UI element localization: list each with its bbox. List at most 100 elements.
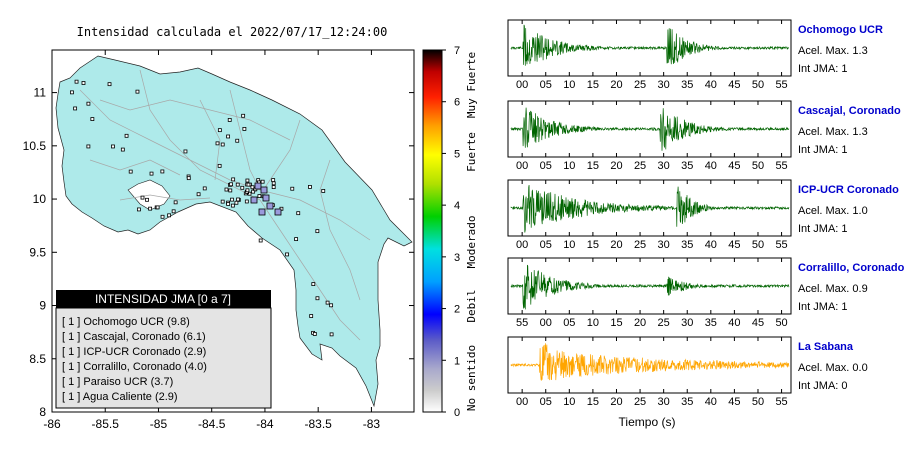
colorbar-label-moderado: Moderado xyxy=(465,216,478,269)
legend-item: [ 1 ] Corralillo, Coronado (4.0) xyxy=(62,361,207,373)
trace-x-tick-label: 25 xyxy=(634,79,646,91)
station-marker xyxy=(186,176,191,181)
trace-x-tick-label: 40 xyxy=(705,160,717,172)
station-intensity: Int JMA: 1 xyxy=(798,144,848,156)
station-marker xyxy=(111,144,115,149)
station-marker xyxy=(312,332,317,336)
trace-x-tick-label: 55 xyxy=(775,396,787,408)
station-marker xyxy=(228,188,233,193)
waveform-line xyxy=(510,343,790,381)
station-marker xyxy=(173,200,178,205)
map-y-tick-label: 11 xyxy=(34,86,47,100)
felt-station-marker xyxy=(258,208,266,216)
trace-x-tick-label: 30 xyxy=(658,239,670,251)
station-marker xyxy=(257,194,262,199)
station-marker xyxy=(120,147,125,152)
trace-x-tick-label: 10 xyxy=(587,317,599,329)
trace-panel: 00 05 10 15 20 25 30 35 40 45 50 55 Ochomogo UCR Acel… xyxy=(507,19,883,91)
station-marker xyxy=(90,117,95,121)
trace-x-tick-label: 00 xyxy=(516,79,528,91)
legend-item: [ 1 ] Cascajal, Coronado (6.1) xyxy=(62,331,206,343)
station-marker xyxy=(135,89,140,94)
station-marker xyxy=(242,126,247,131)
trace-x-tick-label: 00 xyxy=(516,160,528,172)
station-marker xyxy=(226,202,231,206)
station-name: Cascajal, Coronado xyxy=(798,105,901,117)
station-marker xyxy=(245,178,250,183)
station-marker xyxy=(258,238,263,243)
station-marker xyxy=(260,179,265,184)
trace-x-tick-label: 30 xyxy=(658,79,670,91)
station-marker xyxy=(217,163,222,168)
station-marker xyxy=(240,185,245,190)
station-marker xyxy=(245,188,250,193)
trace-x-tick-label: 20 xyxy=(610,160,622,172)
station-marker xyxy=(309,314,314,318)
trace-x-tick-label: 45 xyxy=(728,239,740,251)
station-marker xyxy=(220,199,225,204)
colorbar-tick-label: 5 xyxy=(454,148,460,160)
trace-x-tick-label: 40 xyxy=(705,396,717,408)
station-marker xyxy=(224,187,229,192)
waveform-line xyxy=(510,264,790,310)
trace-x-tick-label: 20 xyxy=(610,79,622,91)
trace-x-tick-label: 50 xyxy=(752,79,764,91)
station-marker xyxy=(329,332,334,337)
station-marker xyxy=(124,133,129,138)
felt-station-marker xyxy=(250,196,258,204)
station-marker xyxy=(217,128,222,133)
trace-x-tick-label: 50 xyxy=(752,160,764,172)
colorbar-tick-label: 6 xyxy=(454,97,460,109)
seismogram-panels: 00 05 10 15 20 25 30 35 40 45 50 55 Ochomogo UCR Acel… xyxy=(507,19,905,408)
costa-rica-landmass xyxy=(55,55,413,408)
colorbar-label-debil: Debil xyxy=(465,289,478,322)
trace-x-tick-label: 20 xyxy=(610,396,622,408)
trace-x-tick-label: 05 xyxy=(540,79,552,91)
trace-x-tick-label: 20 xyxy=(634,317,646,329)
station-markers xyxy=(70,79,334,337)
trace-x-tick-label: 10 xyxy=(563,396,575,408)
trace-x-tick-label: 40 xyxy=(705,79,717,91)
trace-x-tick-label: 00 xyxy=(516,239,528,251)
map-axis-ticks: -86 -85.5 -85 -84.5 -84 -83.5 -83 11 10.5 10 9.5 9 8… xyxy=(23,50,414,431)
map-x-tick-label: -84 xyxy=(256,417,274,431)
station-marker xyxy=(171,209,176,214)
felt-station-marker xyxy=(260,186,268,194)
trace-x-tick-label: 05 xyxy=(540,396,552,408)
station-marker xyxy=(271,178,276,182)
station-name: Corralillo, Coronado xyxy=(798,262,905,274)
station-marker xyxy=(235,182,240,187)
legend-item: [ 1 ] Agua Caliente (2.9) xyxy=(62,391,178,403)
station-marker xyxy=(290,186,295,191)
station-marker xyxy=(70,90,74,95)
trace-x-tick-label: 25 xyxy=(634,239,646,251)
trace-x-tick-label: 25 xyxy=(634,396,646,408)
trace-x-tick-label: 15 xyxy=(610,317,622,329)
colorbar-tick-label: 1 xyxy=(454,355,460,367)
map-y-tick-label: 10 xyxy=(33,192,47,206)
trace-x-tick-label: 35 xyxy=(681,160,693,172)
station-marker xyxy=(86,101,91,106)
station-marker xyxy=(315,229,320,234)
station-marker xyxy=(308,185,312,189)
station-marker xyxy=(244,199,249,204)
map-x-tick-label: -83 xyxy=(363,417,381,431)
trace-x-tick-label: 10 xyxy=(563,239,575,251)
station-marker xyxy=(231,177,236,182)
station-name: ICP-UCR Coronado xyxy=(798,184,899,196)
station-marker xyxy=(241,113,246,118)
trace-panel: 00 05 10 15 20 25 30 35 40 45 50 55 ICP-UCR Coronado… xyxy=(507,179,899,251)
trace-x-tick-label: 55 xyxy=(775,79,787,91)
waveform-line xyxy=(510,24,789,66)
trace-x-tick-label: 30 xyxy=(658,160,670,172)
station-marker xyxy=(140,195,145,200)
station-marker xyxy=(183,149,188,154)
station-marker xyxy=(236,197,240,202)
trace-x-tick-label: 45 xyxy=(728,160,740,172)
trace-x-tick-label: 45 xyxy=(728,396,740,408)
trace-x-tick-label: 15 xyxy=(587,79,599,91)
station-marker xyxy=(235,138,240,143)
trace-x-tick-label: 55 xyxy=(775,239,787,251)
station-marker xyxy=(230,197,234,202)
map-y-tick-label: 10.5 xyxy=(23,139,47,153)
